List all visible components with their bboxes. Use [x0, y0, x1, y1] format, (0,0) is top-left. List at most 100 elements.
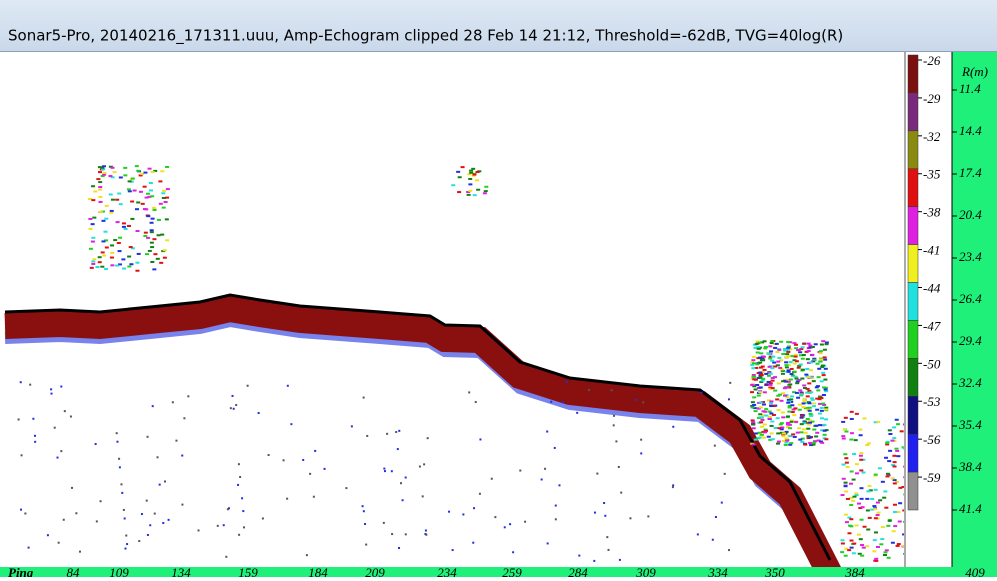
scale-label: -59 [923, 470, 941, 485]
echo-speck [760, 419, 764, 421]
echo-speck [95, 266, 99, 268]
echo-speck [886, 473, 890, 475]
echo-speck [60, 386, 62, 388]
echo-speck [883, 554, 887, 556]
echo-speck [391, 533, 393, 535]
echo-speck [752, 427, 756, 429]
echo-speck [779, 341, 783, 343]
echo-speck [824, 407, 828, 409]
echo-speck [781, 416, 785, 418]
echo-speck [96, 520, 98, 522]
echo-speck [804, 374, 808, 376]
echo-speck [541, 478, 543, 480]
echo-speck [151, 218, 155, 220]
echo-speck [885, 549, 889, 551]
color-swatch [908, 55, 918, 93]
echo-speck [425, 534, 427, 536]
echo-speck [146, 193, 150, 195]
echo-speck [405, 477, 407, 479]
echo-speck [814, 425, 818, 427]
echo-speck [795, 382, 799, 384]
echo-speck [759, 416, 763, 418]
echo-speck [848, 525, 852, 527]
echo-speck [865, 498, 869, 500]
echo-speck [823, 359, 827, 361]
echo-speck [760, 434, 764, 436]
echo-speck [64, 410, 66, 412]
echo-speck [795, 360, 799, 362]
echo-speck [764, 408, 768, 410]
echo-speck [845, 521, 849, 523]
echo-speck [880, 538, 884, 540]
echo-speck [808, 437, 812, 439]
echo-speck [473, 507, 475, 509]
echo-speck [876, 514, 880, 516]
echo-speck [863, 526, 867, 528]
echo-speck [139, 191, 143, 193]
echo-speck [752, 443, 756, 445]
echo-speck [761, 380, 765, 382]
echo-speck [821, 403, 825, 405]
echo-speck [822, 424, 826, 426]
echo-speck [150, 229, 154, 231]
echo-speck [145, 253, 149, 255]
echo-speck [801, 358, 805, 360]
echo-speck [859, 452, 863, 454]
echo-speck [724, 473, 726, 475]
echo-speck [351, 425, 353, 427]
echo-speck [812, 429, 816, 431]
echo-speck [136, 201, 140, 203]
echo-speck [767, 375, 771, 377]
echo-speck [242, 510, 244, 512]
echo-speck [268, 454, 270, 456]
echo-speck [777, 382, 781, 384]
echo-speck [802, 400, 806, 402]
echo-speck [821, 340, 825, 342]
echo-speck [862, 472, 866, 474]
echo-speck [152, 405, 154, 407]
echo-speck [807, 343, 811, 345]
echo-speck [223, 524, 225, 526]
echo-speck [891, 542, 895, 544]
echo-speck [47, 534, 49, 536]
echo-speck [782, 435, 786, 437]
echo-speck [362, 505, 364, 507]
echo-speck [618, 466, 620, 468]
echo-speck [123, 509, 125, 511]
echo-speck [287, 385, 289, 387]
echo-speck [20, 381, 22, 383]
echo-speck [860, 519, 864, 521]
echo-speck [546, 431, 548, 433]
echo-speck [859, 469, 863, 471]
echo-speck [767, 418, 771, 420]
echo-speck [232, 395, 234, 397]
scale-label: -50 [923, 356, 941, 371]
echo-speck [790, 368, 794, 370]
echo-speck [797, 427, 801, 429]
echo-speck [823, 430, 827, 432]
echo-speck [640, 452, 642, 454]
echo-speck [751, 367, 755, 369]
echo-speck [233, 408, 235, 410]
echo-speck [769, 413, 773, 415]
echo-speck [855, 524, 859, 526]
echo-speck [841, 494, 845, 496]
echo-speck [157, 456, 159, 458]
echo-speck [785, 353, 789, 355]
echo-speck [163, 249, 167, 251]
echo-speck [888, 520, 892, 522]
echo-speck [117, 193, 121, 195]
echo-speck [103, 172, 107, 174]
echo-speck [802, 384, 806, 386]
echo-speck [890, 440, 894, 442]
echo-speck [859, 487, 863, 489]
echo-speck [809, 369, 813, 371]
echo-speck [805, 392, 809, 394]
echo-speck [751, 359, 755, 361]
echo-speck [28, 547, 30, 549]
echo-speck [812, 380, 816, 382]
echo-speck [866, 490, 870, 492]
range-label: 35.4 [958, 417, 982, 432]
echo-speck [165, 239, 169, 241]
echo-speck [29, 384, 31, 386]
